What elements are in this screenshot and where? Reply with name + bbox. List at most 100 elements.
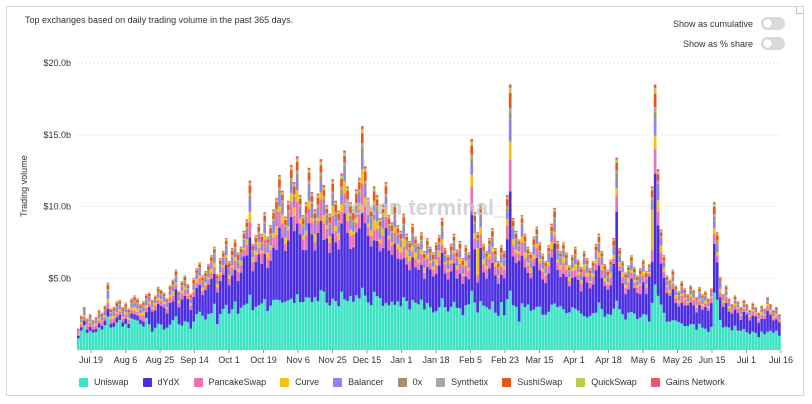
bar-segment-0x xyxy=(304,216,308,220)
bar-segment-0x xyxy=(775,310,778,311)
bar-segment-dydx xyxy=(287,240,290,301)
bar-segment-quickswap xyxy=(526,247,530,250)
bar-segment-0x xyxy=(287,212,290,216)
bar-segment-quickswap xyxy=(745,304,749,306)
bar-segment-0x xyxy=(136,303,139,305)
bar-segment-sushiswap xyxy=(724,287,728,290)
bar-segment-balancer xyxy=(319,181,323,193)
bar-segment-balancer xyxy=(766,301,769,305)
legend-item-0x[interactable]: 0x xyxy=(397,377,422,387)
bar-segment-pancakeswap xyxy=(251,262,255,272)
bar-segment-curve xyxy=(142,311,145,316)
bar-segment-0x xyxy=(479,214,482,218)
bar-segment-quickswap xyxy=(541,254,545,257)
bar-segment-quickswap xyxy=(429,247,432,250)
bar-segment-gains-network xyxy=(597,233,601,235)
bar-segment-synthetix xyxy=(254,242,258,244)
bar-segment-pancakeswap xyxy=(582,269,586,277)
legend-item-balancer[interactable]: Balancer xyxy=(333,377,384,387)
legend-item-uniswap[interactable]: Uniswap xyxy=(79,377,129,387)
share-toggle[interactable] xyxy=(761,37,785,50)
bar-segment-uniswap xyxy=(739,330,743,350)
bar-segment-dydx xyxy=(210,278,213,314)
bar-segment-gains-network xyxy=(245,219,249,221)
bar-segment-sushiswap xyxy=(186,285,190,289)
bar-segment-balancer xyxy=(535,238,539,244)
legend-item-gains-network[interactable]: Gains Network xyxy=(650,377,725,387)
bar-segment-sushiswap xyxy=(278,179,281,188)
legend-item-dydx[interactable]: dYdX xyxy=(142,377,180,387)
bar-segment-dydx xyxy=(204,289,207,320)
bar-segment-0x xyxy=(272,221,275,225)
bar-segment-balancer xyxy=(727,302,731,307)
bar-segment-0x xyxy=(715,242,719,246)
bar-segment-sushiswap xyxy=(455,252,459,257)
bar-segment-dydx xyxy=(165,313,169,328)
bar-segment-pancakeswap xyxy=(630,272,633,279)
bar-segment-synthetix xyxy=(136,302,139,304)
bar-segment-quickswap xyxy=(372,188,376,192)
bar-segment-uniswap xyxy=(423,309,426,350)
bar-segment-quickswap xyxy=(289,166,293,170)
legend-item-pancakeswap[interactable]: PancakeSwap xyxy=(193,377,266,387)
bar-segment-quickswap xyxy=(497,261,500,264)
bar-segment-uniswap xyxy=(159,324,163,350)
bar-segment-uniswap xyxy=(434,311,438,350)
bar-segment-pancakeswap xyxy=(760,314,763,319)
bar-segment-uniswap xyxy=(313,297,317,350)
bar-segment-synthetix xyxy=(195,272,198,275)
cumulative-toggle[interactable] xyxy=(761,17,785,30)
bar-segment-curve xyxy=(633,279,636,283)
bar-segment-dydx xyxy=(411,257,414,300)
bar-segment-synthetix xyxy=(278,187,281,190)
bar-segment-sushiswap xyxy=(399,233,403,239)
bar-segment-balancer xyxy=(133,302,136,308)
bar-segment-gains-network xyxy=(213,246,216,248)
bar-segment-balancer xyxy=(772,314,775,317)
bar-segment-0x xyxy=(704,295,707,297)
bar-segment-quickswap xyxy=(443,249,447,251)
bar-segment-balancer xyxy=(204,279,207,283)
bar-segment-sushiswap xyxy=(201,277,204,281)
bar-segment-dydx xyxy=(582,276,586,317)
bar-segment-curve xyxy=(582,264,586,270)
bar-segment-pancakeswap xyxy=(213,267,216,274)
bar-segment-synthetix xyxy=(192,283,196,285)
bar-segment-synthetix xyxy=(529,258,533,261)
bar-segment-0x xyxy=(760,308,763,310)
bar-segment-curve xyxy=(201,287,204,291)
bar-segment-pancakeswap xyxy=(100,321,104,326)
bar-segment-0x xyxy=(739,310,743,312)
bar-segment-pancakeswap xyxy=(192,291,196,297)
bar-segment-0x xyxy=(325,215,329,219)
bar-segment-uniswap xyxy=(523,307,527,350)
bar-segment-0x xyxy=(565,259,568,262)
bar-segment-synthetix xyxy=(443,254,447,256)
bar-segment-uniswap xyxy=(550,304,553,350)
bar-segment-balancer xyxy=(565,261,568,265)
bar-segment-0x xyxy=(698,292,701,295)
bar-segment-quickswap xyxy=(588,269,592,271)
bar-segment-0x xyxy=(668,284,672,286)
bar-segment-pancakeswap xyxy=(742,309,746,312)
bar-segment-pancakeswap xyxy=(751,311,755,316)
bar-segment-synthetix xyxy=(325,213,329,216)
bar-segment-uniswap xyxy=(281,302,284,350)
x-tick-label: Jul 19 xyxy=(79,355,103,365)
legend-item-sushiswap[interactable]: SushiSwap xyxy=(502,377,562,387)
bar-segment-dydx xyxy=(482,272,485,306)
bar-segment-synthetix xyxy=(458,248,462,251)
bar-segment-quickswap xyxy=(325,206,329,209)
bar-segment-pancakeswap xyxy=(633,282,636,289)
bar-segment-synthetix xyxy=(88,317,92,319)
legend-item-synthetix[interactable]: Synthetix xyxy=(436,377,488,387)
bar-segment-balancer xyxy=(381,219,385,229)
bar-segment-pancakeswap xyxy=(245,245,249,256)
bar-segment-uniswap xyxy=(103,325,107,350)
bar-segment-dydx xyxy=(387,250,391,306)
bar-segment-balancer xyxy=(724,291,728,296)
bar-segment-pancakeswap xyxy=(535,248,539,258)
bar-segment-balancer xyxy=(686,298,690,302)
legend-item-curve[interactable]: Curve xyxy=(280,377,319,387)
legend-item-quickswap[interactable]: QuickSwap xyxy=(576,377,637,387)
